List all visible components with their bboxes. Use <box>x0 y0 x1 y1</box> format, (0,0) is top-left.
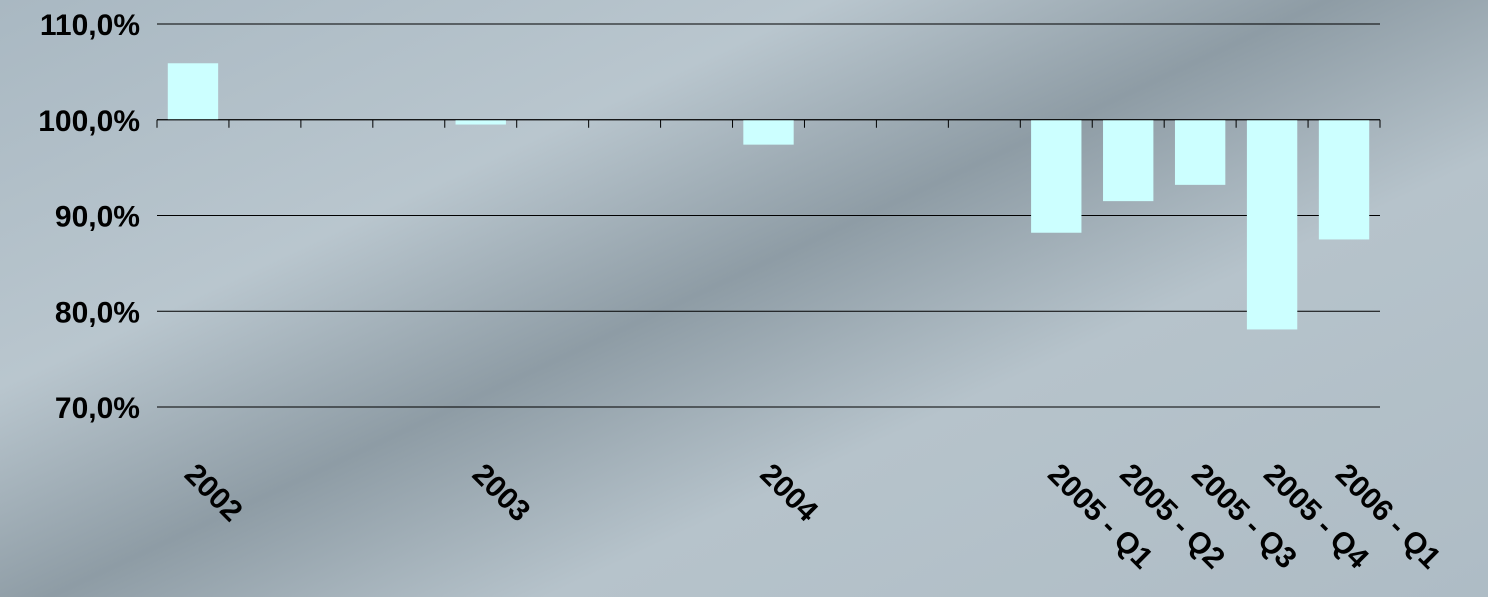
y-tick-label: 100,0% <box>38 105 140 138</box>
bar-2006 - Q1 <box>1318 119 1370 240</box>
x-tick-label: 2002 <box>178 458 249 529</box>
bar-2004 <box>743 119 794 145</box>
y-tick-labels: 70,0% 80,0% 90,0% 100,0% 110,0% <box>38 9 140 425</box>
bar-2005 - Q1 <box>1031 119 1082 233</box>
bar-2005 - Q2 <box>1103 119 1154 202</box>
bars <box>167 63 1370 330</box>
bar-2005 - Q3 <box>1174 119 1226 185</box>
y-tick-label: 110,0% <box>40 9 140 42</box>
y-tick-label: 70,0% <box>55 392 140 425</box>
bar-2005 - Q4 <box>1246 119 1298 330</box>
x-tick-label: 2004 <box>754 458 825 529</box>
gridlines <box>157 23 1380 408</box>
y-tick-label: 80,0% <box>55 296 140 329</box>
x-axis <box>156 119 1381 128</box>
x-tick-label: 2003 <box>466 458 537 529</box>
bar-2002 <box>167 63 219 120</box>
y-tick-label: 90,0% <box>55 201 140 234</box>
bar-2003 <box>455 119 506 125</box>
